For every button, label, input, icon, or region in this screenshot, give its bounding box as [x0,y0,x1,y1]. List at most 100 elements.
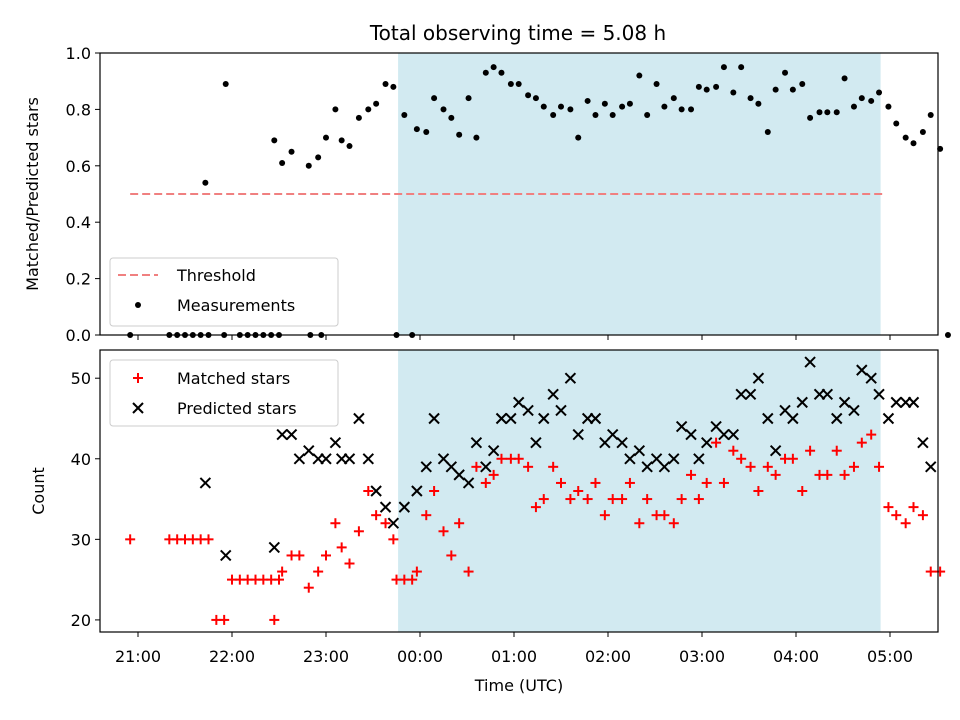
matched-star-point [388,534,399,545]
predicted-star-point [589,412,602,425]
predicted-star-point [285,428,298,441]
matched-star-point [693,494,704,505]
matched-star-point [125,534,136,545]
matched-star-point [659,510,670,521]
predicted-star-point [398,501,411,513]
measurement-point [440,106,447,113]
ratio-y-tick-label: 0.4 [66,213,91,232]
predicted-star-point [787,412,799,425]
matched-star-point [480,477,491,488]
measurement-point [525,92,532,99]
matched-star-point [530,502,541,513]
predicted-star-point [268,541,281,554]
predicted-star-point [821,388,834,401]
predicted-star-point [685,428,697,441]
ratio-y-tick-label: 0.8 [66,100,91,119]
predicted-star-point [303,445,315,457]
matched-star-point [676,494,687,505]
count-y-axis: 20 30 40 50 [71,369,100,630]
predicted-star-point [658,461,671,473]
matched-star-point [770,469,781,480]
measurement-point [601,100,608,107]
measurement-point [910,140,917,147]
predicted-star-point [616,436,628,449]
time-x-tick-label: 21:00 [115,647,161,666]
predicted-star-point [505,412,517,425]
measurement-point [619,103,626,110]
ratio-y-axis: 0.0 0.2 0.4 0.6 0.8 1.0 [66,44,100,345]
measurement-point [288,148,295,155]
measurement-point [373,100,380,107]
measurement-point [944,332,951,338]
matched-star-point [523,461,534,472]
matched-star-point [848,461,859,472]
measurement-point [431,95,438,102]
measurement-point [532,95,539,102]
measurement-point [644,112,651,119]
matched-star-point [590,477,601,488]
measurement-point [346,143,353,150]
matched-star-point [642,494,653,505]
measurement-point [365,106,372,113]
measurement-point [824,109,831,116]
predicted-star-point [796,396,808,409]
matched-star-point [797,486,808,496]
measurement-point [473,134,480,141]
matched-star-point [294,550,305,561]
measurement-point [271,137,278,144]
matched-star-point [421,510,432,521]
matched-star-point [330,518,341,529]
predicted-star-point [420,461,432,473]
predicted-star-point [925,461,937,473]
measurement-point [636,72,643,79]
matched-star-point [711,437,722,448]
measurement-point [456,131,463,138]
measurement-point [575,134,582,141]
matched-star-point [565,494,576,505]
matched-star-point [471,461,482,472]
time-x-tick-label: 03:00 [679,647,725,666]
time-x-tick-label: 02:00 [585,647,631,666]
predicted-star-point [453,469,465,481]
ratio-legend-box [109,257,339,327]
predicted-stars-legend-swatch [132,402,144,414]
matched-star-point [463,566,474,577]
matched-star-point [556,477,566,488]
predicted-star-point [387,517,400,529]
matched-stars-series [125,429,946,625]
measurement-point [730,89,737,96]
measurement-point [382,81,389,88]
predicted-star-point [762,412,774,425]
predicted-star-point [727,428,740,441]
measurement-point [465,95,472,102]
measurement-point [868,97,875,104]
count-observing-window [398,350,881,632]
predicted-star-point [606,428,619,441]
predicted-star-point [633,445,646,457]
measurement-point [401,112,408,119]
predicted-star-point [329,436,342,449]
matched-star-point [718,477,729,488]
predicted-star-point [735,388,747,401]
predicted-star-point [856,364,868,376]
time-x-tick-label: 01:00 [491,647,537,666]
matched-star-point [411,566,422,577]
matched-star-point [438,526,449,537]
measurement-point [558,103,564,110]
measurement-point [423,128,430,135]
measurement-point [567,106,574,113]
count-legend: Matched stars Predicted stars [109,359,339,427]
measurement-point [893,120,900,127]
matched-star-point [883,502,894,513]
measurement-point [703,86,710,93]
time-x-axis: 21:00 22:00 23:00 00:00 01:00 02:00 03:00 04:00… [115,632,913,666]
matched-star-point [728,445,739,456]
predicted-stars-series [199,356,937,562]
matched-star-point [496,453,507,464]
ratio-y-tick-label: 0.6 [66,157,91,176]
time-x-tick-label: 05:00 [867,647,913,666]
measurement-point [688,106,695,113]
matched-star-point [908,502,919,513]
predicted-star-point [495,412,508,425]
